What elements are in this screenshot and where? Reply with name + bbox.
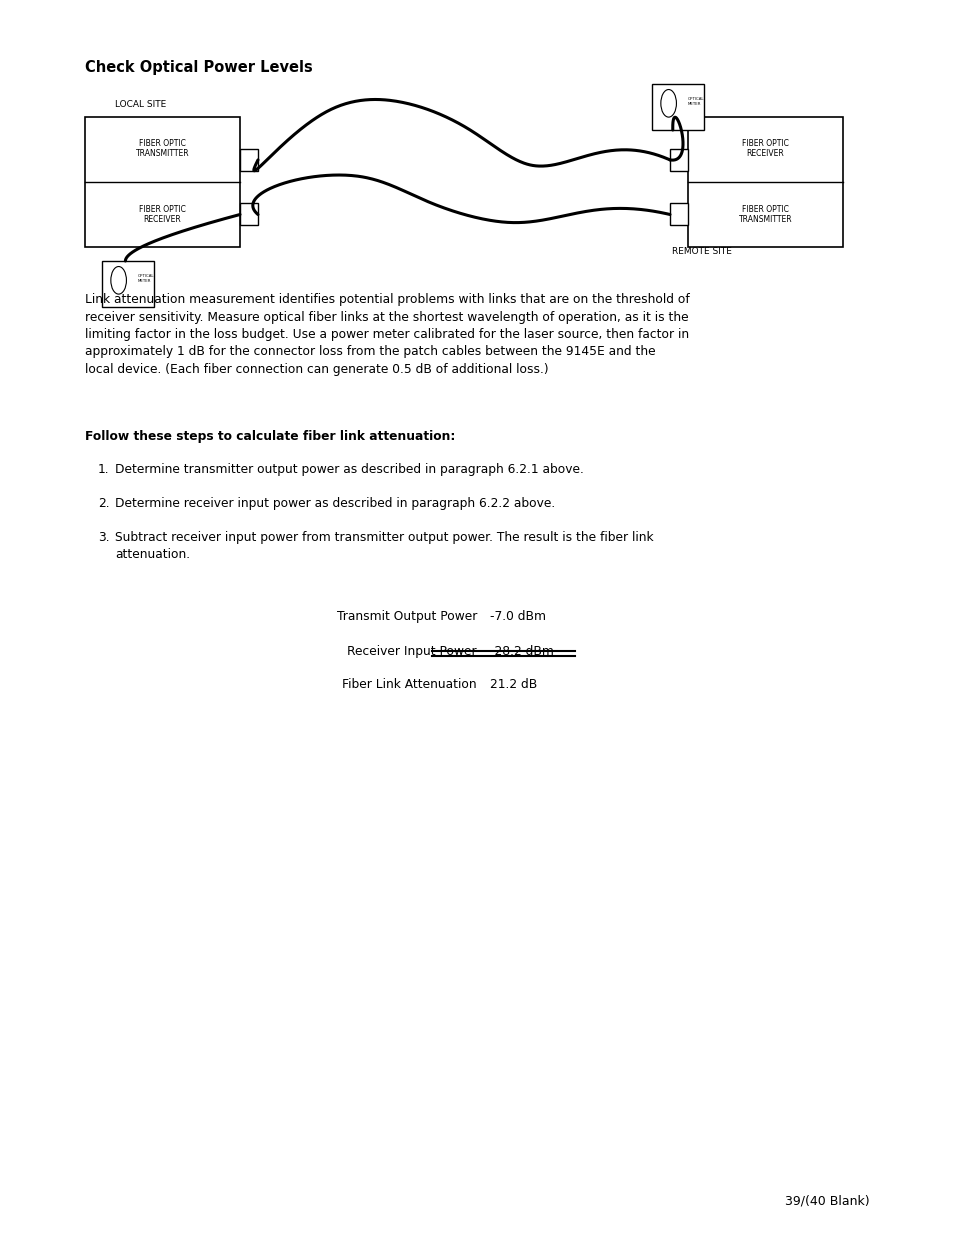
Text: REMOTE SITE: REMOTE SITE: [671, 247, 731, 256]
Text: 39/(40 Blank): 39/(40 Blank): [784, 1194, 869, 1207]
Text: Determine receiver input power as described in paragraph 6.2.2 above.: Determine receiver input power as descri…: [115, 496, 555, 510]
Bar: [651, 84, 703, 130]
Ellipse shape: [111, 267, 127, 294]
Text: 21.2 dB: 21.2 dB: [490, 678, 537, 692]
Text: Check Optical Power Levels: Check Optical Power Levels: [85, 61, 313, 75]
Text: FIBER OPTIC
RECEIVER: FIBER OPTIC RECEIVER: [741, 138, 788, 158]
Text: FIBER OPTIC
TRANSMITTER: FIBER OPTIC TRANSMITTER: [135, 138, 189, 158]
Text: FIBER OPTIC
RECEIVER: FIBER OPTIC RECEIVER: [139, 205, 186, 225]
Text: OPTICAL
METER: OPTICAL METER: [137, 274, 153, 283]
Text: Link attenuation measurement identifies potential problems with links that are o: Link attenuation measurement identifies …: [85, 293, 689, 375]
Bar: [85, 117, 240, 247]
Text: -7.0 dBm: -7.0 dBm: [490, 610, 545, 622]
Bar: [687, 117, 842, 247]
Text: LOCAL SITE: LOCAL SITE: [115, 100, 166, 109]
Text: Determine transmitter output power as described in paragraph 6.2.1 above.: Determine transmitter output power as de…: [115, 463, 583, 475]
Text: 1.: 1.: [98, 463, 110, 475]
Text: Fiber Link Attenuation: Fiber Link Attenuation: [342, 678, 476, 692]
Bar: [240, 204, 257, 226]
Text: 3.: 3.: [98, 531, 110, 543]
Ellipse shape: [660, 89, 676, 117]
Text: Transmit Output Power: Transmit Output Power: [336, 610, 476, 622]
Text: Subtract receiver input power from transmitter output power. The result is the f: Subtract receiver input power from trans…: [115, 531, 653, 562]
Text: FIBER OPTIC
TRANSMITTER: FIBER OPTIC TRANSMITTER: [738, 205, 792, 225]
Text: Follow these steps to calculate fiber link attenuation:: Follow these steps to calculate fiber li…: [85, 430, 455, 443]
Bar: [669, 149, 687, 170]
Bar: [102, 261, 153, 308]
Bar: [669, 204, 687, 226]
Text: 2.: 2.: [98, 496, 110, 510]
Text: -28.2 dBm: -28.2 dBm: [490, 645, 554, 658]
Text: Receiver Input Power: Receiver Input Power: [347, 645, 476, 658]
Text: OPTICAL
METER: OPTICAL METER: [687, 98, 703, 106]
Bar: [240, 149, 257, 170]
